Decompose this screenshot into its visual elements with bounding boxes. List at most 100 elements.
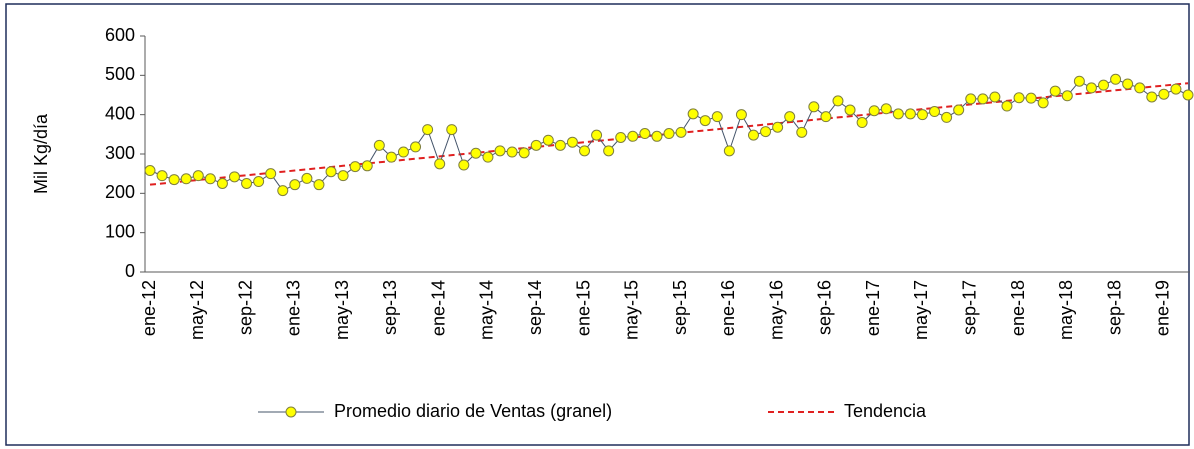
marker [1182, 89, 1194, 101]
marker [760, 126, 772, 138]
marker [277, 185, 289, 197]
marker [892, 108, 904, 120]
marker [808, 101, 820, 113]
x-tick-label: sep-14 [525, 280, 545, 335]
x-tick-label: may-16 [766, 280, 786, 340]
marker [627, 130, 639, 142]
x-tick-label: ene-19 [1153, 280, 1173, 336]
marker [241, 178, 253, 189]
marker [977, 93, 989, 105]
marker [1013, 92, 1025, 104]
marker [916, 109, 928, 121]
marker [325, 166, 337, 178]
marker [554, 139, 566, 151]
marker [228, 171, 240, 183]
x-tick-label: sep-18 [1104, 280, 1124, 335]
marker [796, 126, 808, 138]
marker [929, 106, 941, 118]
marker [410, 141, 422, 153]
marker [506, 146, 518, 158]
marker [337, 170, 349, 182]
marker [687, 108, 699, 120]
y-tick-label: 500 [105, 64, 135, 84]
marker [1122, 78, 1134, 90]
x-tick-label: sep-13 [380, 280, 400, 335]
marker [397, 146, 409, 158]
x-tick-label: sep-15 [670, 280, 690, 335]
marker [747, 129, 759, 141]
marker [289, 179, 301, 191]
x-tick-label: may-13 [332, 280, 352, 340]
y-tick-label: 200 [105, 182, 135, 202]
marker [941, 111, 953, 123]
y-axis-label: Mil Kg/día [31, 113, 51, 194]
marker [989, 91, 1001, 103]
marker [1110, 73, 1122, 85]
y-tick-label: 400 [105, 103, 135, 123]
marker [639, 128, 651, 140]
marker [591, 129, 603, 141]
marker [530, 139, 542, 151]
marker [1001, 100, 1013, 112]
marker [844, 104, 856, 116]
marker [675, 126, 687, 138]
marker [904, 108, 916, 120]
x-tick-label: ene-18 [1008, 280, 1028, 336]
x-tick-label: ene-13 [284, 280, 304, 336]
x-tick-label: may-12 [187, 280, 207, 340]
marker [434, 158, 446, 170]
marker [1073, 75, 1085, 87]
marker [253, 176, 265, 188]
marker [868, 105, 880, 117]
x-tick-label: ene-16 [718, 280, 738, 336]
marker [723, 145, 735, 157]
marker [349, 161, 361, 173]
legend-marker [285, 406, 297, 418]
marker [1061, 90, 1073, 102]
marker [446, 124, 458, 136]
marker [265, 168, 277, 180]
marker [651, 130, 663, 142]
marker [301, 172, 313, 184]
marker [566, 136, 578, 148]
marker [1158, 88, 1170, 100]
marker [313, 179, 325, 191]
marker [965, 93, 977, 105]
marker [422, 124, 434, 136]
marker [385, 151, 397, 163]
marker [180, 173, 192, 185]
marker [820, 111, 832, 123]
x-tick-label: ene-14 [428, 280, 448, 336]
marker [735, 109, 747, 121]
x-tick-label: ene-12 [139, 280, 159, 336]
marker [603, 145, 615, 157]
marker [156, 170, 168, 182]
marker [1134, 82, 1146, 94]
x-tick-label: sep-12 [235, 280, 255, 335]
marker [1049, 85, 1061, 97]
marker [784, 111, 796, 123]
legend-label: Tendencia [844, 401, 927, 421]
marker [373, 139, 385, 151]
y-tick-label: 600 [105, 25, 135, 45]
marker [856, 117, 868, 129]
marker [518, 147, 530, 159]
marker [711, 111, 723, 123]
marker [494, 145, 506, 157]
marker [204, 173, 216, 185]
x-tick-label: ene-17 [863, 280, 883, 336]
x-tick-label: sep-16 [815, 280, 835, 335]
marker [458, 159, 470, 171]
legend-label: Promedio diario de Ventas (granel) [334, 401, 612, 421]
marker [615, 131, 627, 143]
x-tick-label: sep-17 [959, 280, 979, 335]
marker [470, 147, 482, 159]
x-tick-label: ene-15 [573, 280, 593, 336]
marker [832, 95, 844, 107]
marker [542, 134, 554, 146]
marker [482, 151, 494, 163]
marker [579, 145, 591, 157]
y-tick-label: 300 [105, 143, 135, 163]
marker [1085, 82, 1097, 94]
